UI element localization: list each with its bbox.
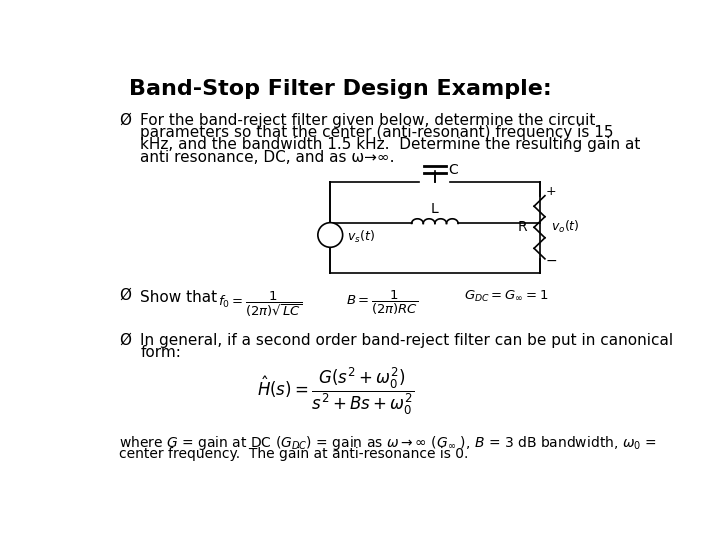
Text: Show that: Show that <box>140 291 217 306</box>
Text: parameters so that the center (anti-resonant) frequency is 15: parameters so that the center (anti-reso… <box>140 125 614 140</box>
Text: +: + <box>325 225 335 235</box>
Text: kHz, and the bandwidth 1.5 kHz.  Determine the resulting gain at: kHz, and the bandwidth 1.5 kHz. Determin… <box>140 137 641 152</box>
Text: $f_0 = \dfrac{1}{(2\pi)\sqrt{LC}}$: $f_0 = \dfrac{1}{(2\pi)\sqrt{LC}}$ <box>218 289 302 319</box>
Text: form:: form: <box>140 345 181 360</box>
Text: In general, if a second order band-reject filter can be put in canonical: In general, if a second order band-rejec… <box>140 333 673 348</box>
Text: −: − <box>546 254 557 268</box>
Text: Ø: Ø <box>120 288 132 303</box>
Text: R: R <box>518 220 527 234</box>
Text: For the band-reject filter given below, determine the circuit: For the band-reject filter given below, … <box>140 112 595 127</box>
Text: $v_o(t)$: $v_o(t)$ <box>551 219 580 235</box>
Text: $\hat{H}(s) = \dfrac{G(s^2 + \omega_0^2)}{s^2 + Bs + \omega_0^2}$: $\hat{H}(s) = \dfrac{G(s^2 + \omega_0^2)… <box>256 365 414 416</box>
Text: Ø: Ø <box>120 112 132 127</box>
Text: −: − <box>325 233 336 247</box>
Text: C: C <box>448 164 458 177</box>
Text: where $G$ = gain at DC ($G_{DC}$) = gain as $\omega$$\rightarrow$$\infty$ ($G_\i: where $G$ = gain at DC ($G_{DC}$) = gain… <box>120 434 657 453</box>
Text: anti resonance, DC, and as ω→∞.: anti resonance, DC, and as ω→∞. <box>140 150 395 165</box>
Text: Band-Stop Filter Design Example:: Band-Stop Filter Design Example: <box>129 79 552 99</box>
Circle shape <box>318 222 343 247</box>
Text: $v_s(t)$: $v_s(t)$ <box>346 228 374 245</box>
Text: Ø: Ø <box>120 333 132 348</box>
Text: $G_{DC} = G_{\infty} = 1$: $G_{DC} = G_{\infty} = 1$ <box>464 289 548 304</box>
Text: $B = \dfrac{1}{(2\pi)RC}$: $B = \dfrac{1}{(2\pi)RC}$ <box>346 289 418 317</box>
Text: +: + <box>546 185 557 198</box>
Text: center frequency.  The gain at anti-resonance is 0.: center frequency. The gain at anti-reson… <box>120 447 469 461</box>
Text: L: L <box>431 202 438 215</box>
